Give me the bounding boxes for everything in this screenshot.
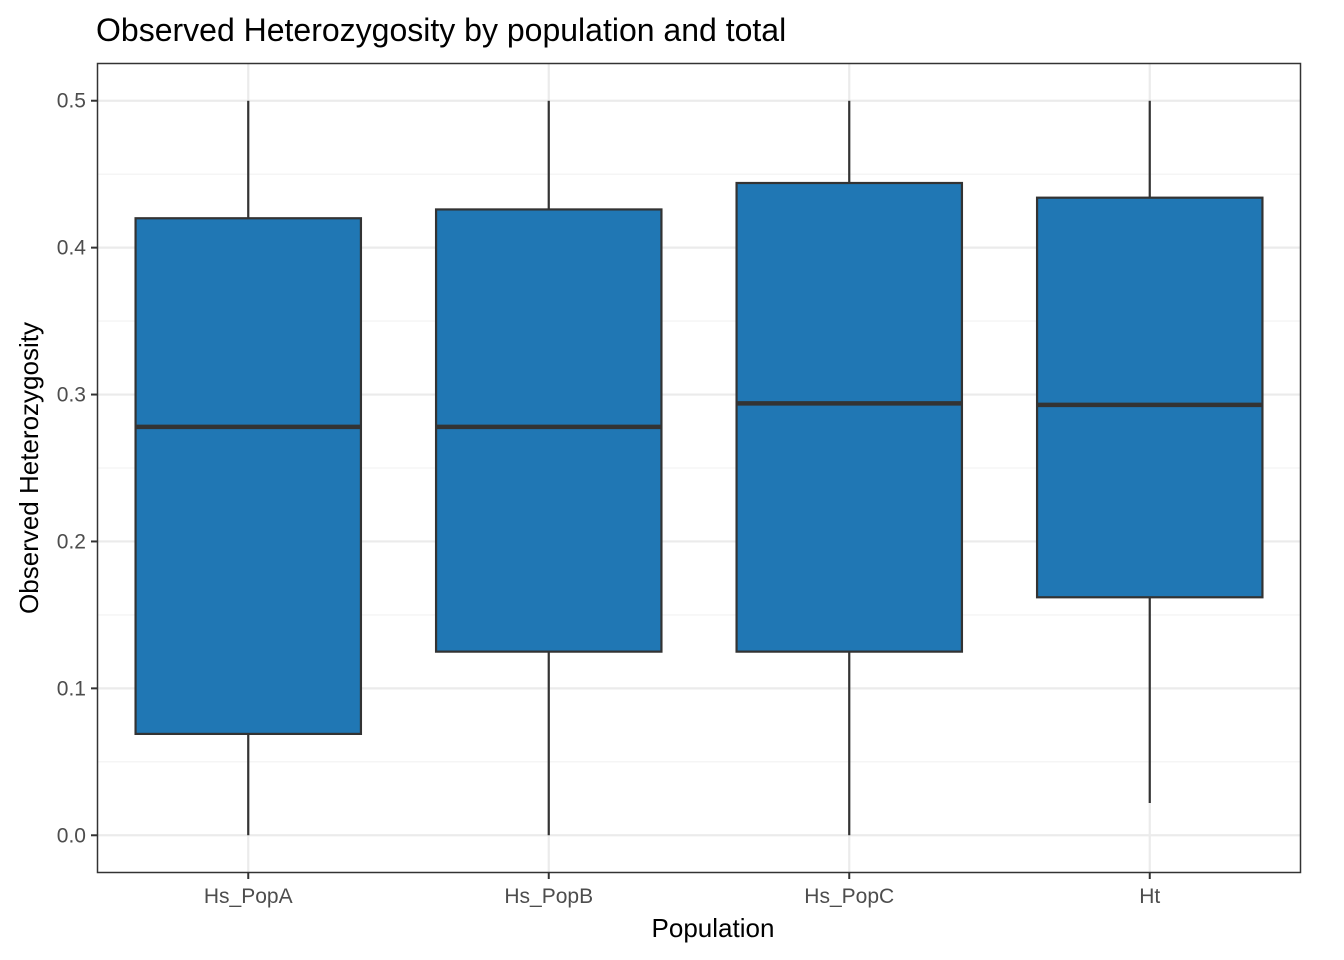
x-axis: Hs_PopA Hs_PopB Hs_PopC Ht [204, 872, 1160, 908]
y-tick-label: 0.0 [57, 824, 86, 847]
plot-panel-border [96, 62, 1302, 874]
chart-title: Observed Heterozygosity by population an… [96, 12, 786, 48]
x-tick-label: Hs_PopB [504, 885, 593, 908]
box-series [134, 100, 1264, 836]
iqr-box [434, 208, 663, 653]
y-axis-title: Observed Heterozygosity [14, 322, 44, 614]
y-tick-label: 0.2 [57, 530, 86, 553]
y-axis: 0.0 0.1 0.2 0.3 0.4 0.5 [57, 90, 98, 847]
iqr-box [1035, 196, 1264, 599]
x-axis-title: Population [652, 913, 775, 943]
y-tick-label: 0.3 [57, 384, 86, 407]
iqr-box [735, 181, 964, 653]
x-tick-label: Ht [1139, 885, 1160, 908]
box-Hs_PopC [735, 100, 964, 836]
iqr-box [134, 217, 363, 736]
y-tick-label: 0.4 [57, 237, 87, 260]
box-Hs_PopA [134, 100, 363, 836]
y-tick-label: 0.1 [57, 677, 86, 700]
y-tick-label: 0.5 [57, 90, 86, 113]
box-Hs_PopB [434, 100, 663, 836]
x-tick-label: Hs_PopC [804, 885, 894, 908]
box-Ht [1035, 100, 1264, 803]
x-tick-label: Hs_PopA [204, 885, 293, 908]
